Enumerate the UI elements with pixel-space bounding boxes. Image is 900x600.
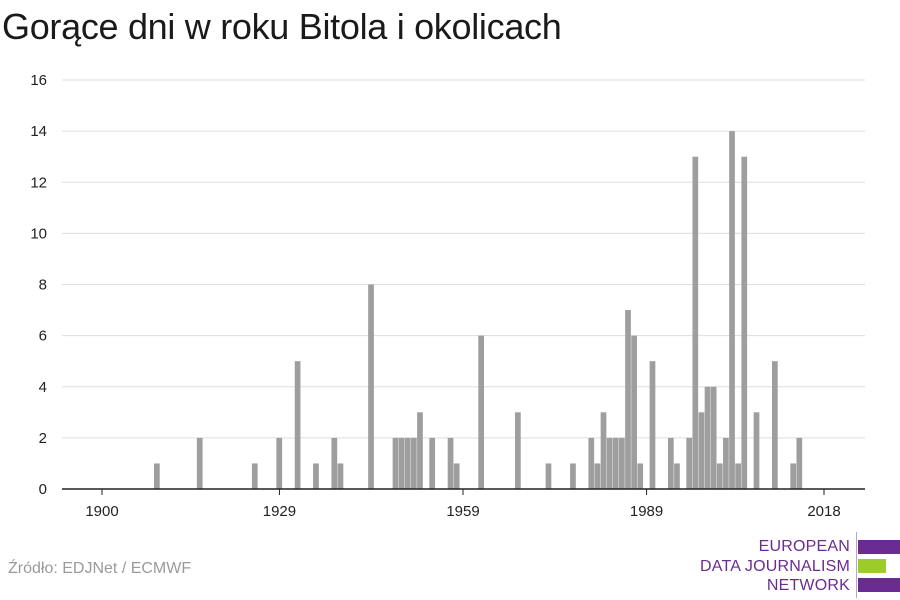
bar-1996 — [686, 437, 693, 490]
bar-1951 — [410, 437, 417, 490]
bar-1932 — [294, 361, 301, 489]
y-tick-label-12: 12 — [30, 174, 47, 191]
bar-2001 — [716, 463, 723, 489]
bar-2013 — [790, 463, 797, 489]
bar-2002 — [723, 437, 729, 490]
bar-1958 — [453, 463, 460, 489]
bar-1939 — [337, 463, 344, 489]
bar-1993 — [667, 437, 674, 490]
y-tick-label-10: 10 — [30, 225, 47, 242]
bar-1977 — [570, 463, 576, 489]
bar-1935 — [313, 463, 319, 489]
logo-bar-purple-top — [858, 540, 900, 554]
bar-1983 — [606, 437, 613, 490]
y-tick-label-2: 2 — [39, 430, 47, 447]
bar-1962 — [478, 335, 485, 490]
bar-1998 — [698, 412, 705, 489]
x-axis-tick-labels: 1900 1929 1959 1989 2018 — [85, 503, 840, 520]
y-axis-tick-labels: 0 2 4 6 8 10 12 14 16 — [30, 72, 47, 498]
bar-1925 — [251, 463, 258, 489]
x-tick-label-1900: 1900 — [85, 503, 118, 520]
bar-1952 — [417, 412, 423, 489]
source-note: Źródło: EDJNet / ECMWF — [8, 560, 192, 577]
bar-1987 — [631, 335, 637, 490]
x-axis-ticks — [101, 489, 825, 495]
x-tick-label-1989: 1989 — [630, 503, 663, 520]
logo-text-line-2: DATA JOURNALISM — [700, 558, 850, 575]
bar-1999 — [704, 386, 711, 489]
bar-1938 — [331, 437, 338, 490]
y-tick-label-8: 8 — [39, 277, 47, 294]
bar-2004 — [735, 463, 741, 489]
bar-1944 — [368, 284, 374, 489]
bar-1986 — [625, 310, 631, 489]
bar-1973 — [545, 463, 552, 489]
bar-2005 — [741, 156, 748, 489]
bar-1954 — [429, 437, 436, 490]
bar-1949 — [398, 437, 405, 490]
bar-1984 — [612, 437, 619, 490]
bar-2010 — [771, 361, 778, 489]
y-tick-label-4: 4 — [39, 379, 47, 396]
bar-1985 — [619, 437, 625, 490]
logo-bar-green — [858, 559, 886, 573]
bar-1957 — [447, 437, 454, 490]
bar-1929 — [276, 437, 283, 490]
bar-1980 — [588, 437, 595, 490]
logo-bar-purple-bottom — [858, 578, 900, 592]
bar-1994 — [674, 463, 680, 489]
bar-1997 — [692, 156, 699, 489]
logo-text-line-1: EUROPEAN — [758, 538, 850, 555]
bar-2014 — [796, 437, 803, 490]
bar-1982 — [600, 412, 607, 489]
bar-1981 — [594, 463, 601, 489]
gridlines — [62, 79, 865, 439]
x-tick-label-1959: 1959 — [446, 503, 479, 520]
bar-1909 — [154, 463, 160, 489]
y-tick-label-14: 14 — [30, 123, 47, 140]
bar-1948 — [392, 437, 399, 490]
logo-divider — [856, 532, 857, 598]
bars — [154, 131, 803, 490]
bar-2007 — [753, 412, 760, 489]
bar-1916 — [196, 437, 203, 490]
chart-title: Gorące dni w roku Bitola i okolicach — [2, 6, 562, 47]
y-tick-label-16: 16 — [30, 72, 47, 89]
y-tick-label-0: 0 — [39, 481, 47, 498]
bar-2000 — [710, 386, 717, 489]
bar-1990 — [649, 361, 656, 489]
bar-2003 — [729, 131, 735, 490]
bar-1950 — [404, 437, 411, 490]
y-tick-label-6: 6 — [39, 328, 47, 345]
x-tick-label-1929: 1929 — [263, 503, 296, 520]
x-tick-label-2018: 2018 — [807, 503, 840, 520]
bar-1988 — [637, 463, 644, 489]
edjnet-logo: EUROPEAN DATA JOURNALISM NETWORK — [700, 532, 900, 598]
logo-text-line-3: NETWORK — [766, 577, 850, 594]
bar-1968 — [515, 412, 521, 489]
